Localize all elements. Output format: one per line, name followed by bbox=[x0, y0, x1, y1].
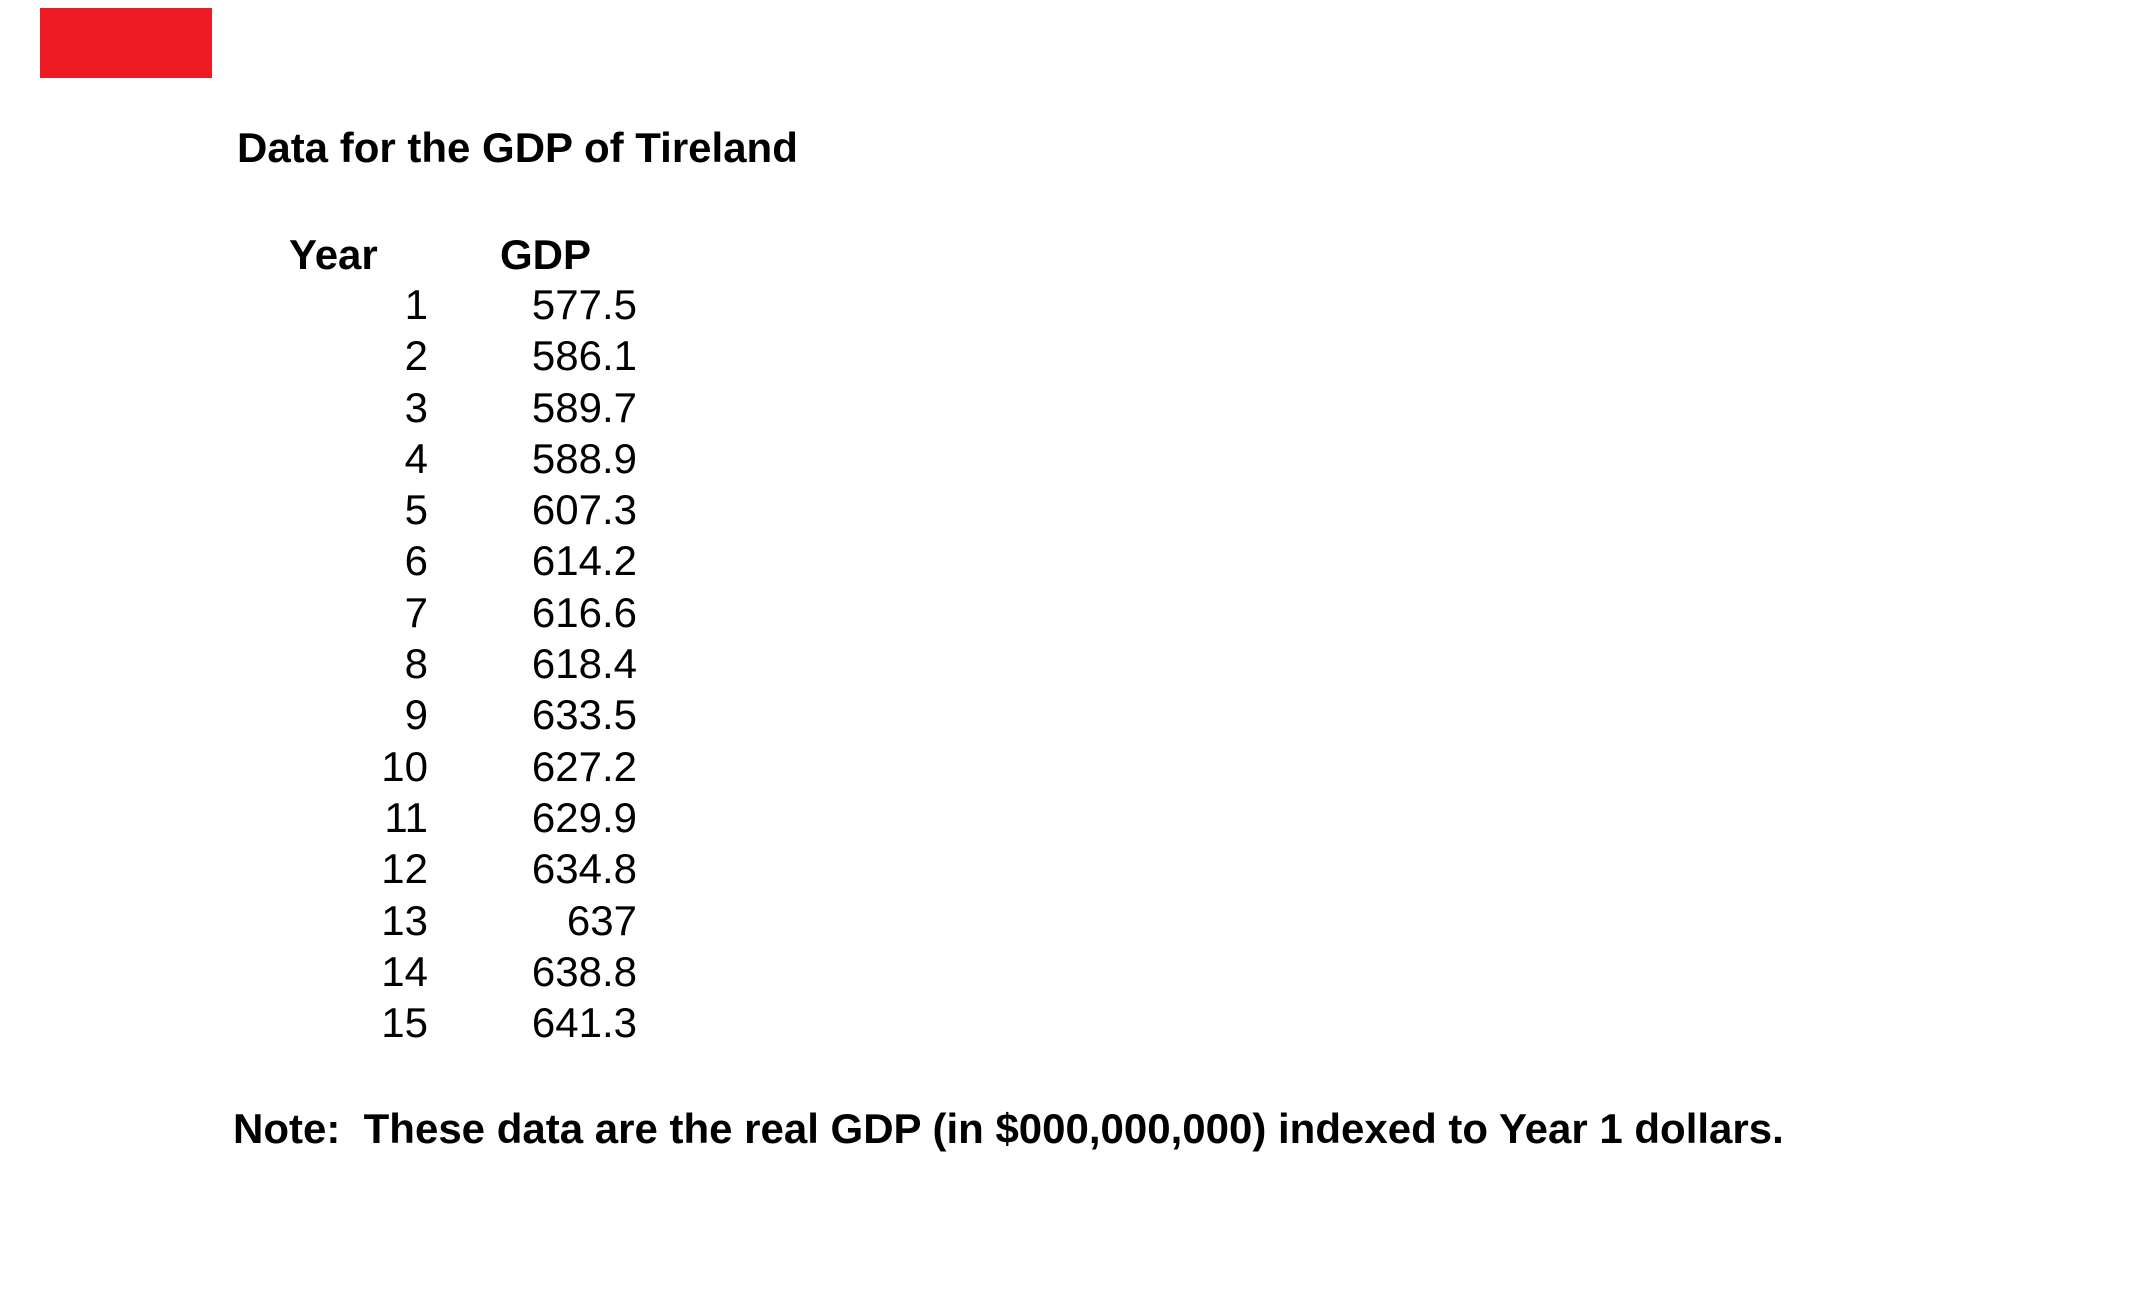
table-row: 15 641.3 bbox=[0, 1002, 2134, 1053]
table-row: 2 586.1 bbox=[0, 335, 2134, 386]
table-row: 3 589.7 bbox=[0, 383, 2134, 438]
column-header-year: Year bbox=[289, 231, 378, 278]
table-row: 4 588.9 bbox=[0, 434, 2134, 489]
year-cell: 11 bbox=[384, 793, 428, 841]
gdp-table-body: 1 577.5 2 586.1 3 589.7 4 588.9 5 607.3 … bbox=[0, 284, 2134, 1053]
gdp-cell: 637 bbox=[566, 896, 637, 944]
table-row: 6 614.2 bbox=[0, 540, 2134, 591]
table-row: 10 627.2 bbox=[0, 742, 2134, 797]
red-highlight-marker bbox=[40, 8, 212, 78]
gdp-cell: 614.2 bbox=[531, 537, 637, 585]
year-cell: 3 bbox=[404, 383, 428, 431]
gdp-cell: 629.9 bbox=[531, 793, 637, 841]
gdp-cell: 616.6 bbox=[531, 588, 637, 636]
table-row: 9 633.5 bbox=[0, 694, 2134, 745]
year-cell: 13 bbox=[381, 896, 428, 944]
gdp-cell: 586.1 bbox=[531, 332, 637, 380]
gdp-cell: 607.3 bbox=[531, 486, 637, 534]
gdp-cell: 577.5 bbox=[531, 281, 637, 328]
table-row: 5 607.3 bbox=[0, 489, 2134, 540]
gdp-cell: 633.5 bbox=[531, 691, 637, 739]
gdp-cell: 588.9 bbox=[531, 434, 637, 482]
column-header-gdp: GDP bbox=[500, 231, 592, 278]
table-row: 14 638.8 bbox=[0, 947, 2134, 1002]
table-row: 7 616.6 bbox=[0, 588, 2134, 643]
footnote: Note: These data are the real GDP (in $0… bbox=[233, 1105, 1784, 1152]
gdp-cell: 589.7 bbox=[531, 383, 637, 431]
year-cell: 15 bbox=[381, 999, 428, 1047]
table-row: 12 634.8 bbox=[0, 848, 2134, 899]
table-row: 1 577.5 bbox=[0, 284, 2134, 335]
year-cell: 5 bbox=[404, 486, 428, 534]
gdp-cell: 634.8 bbox=[531, 845, 637, 893]
gdp-cell: 641.3 bbox=[531, 999, 637, 1047]
year-cell: 4 bbox=[404, 434, 428, 482]
gdp-cell: 618.4 bbox=[531, 640, 637, 688]
year-cell: 2 bbox=[404, 332, 428, 380]
gdp-cell: 627.2 bbox=[531, 742, 637, 790]
year-cell: 6 bbox=[404, 537, 428, 585]
year-cell: 9 bbox=[404, 691, 428, 739]
year-cell: 7 bbox=[404, 588, 428, 636]
gdp-cell: 638.8 bbox=[531, 947, 637, 995]
page-title: Data for the GDP of Tireland bbox=[237, 124, 798, 171]
table-row: 8 618.4 bbox=[0, 643, 2134, 694]
table-row: 11 629.9 bbox=[0, 793, 2134, 848]
year-cell: 12 bbox=[381, 845, 428, 893]
year-cell: 8 bbox=[404, 640, 428, 688]
year-cell: 14 bbox=[381, 947, 428, 995]
year-cell: 1 bbox=[404, 281, 428, 328]
year-cell: 10 bbox=[381, 742, 428, 790]
table-row: 13 637 bbox=[0, 896, 2134, 951]
